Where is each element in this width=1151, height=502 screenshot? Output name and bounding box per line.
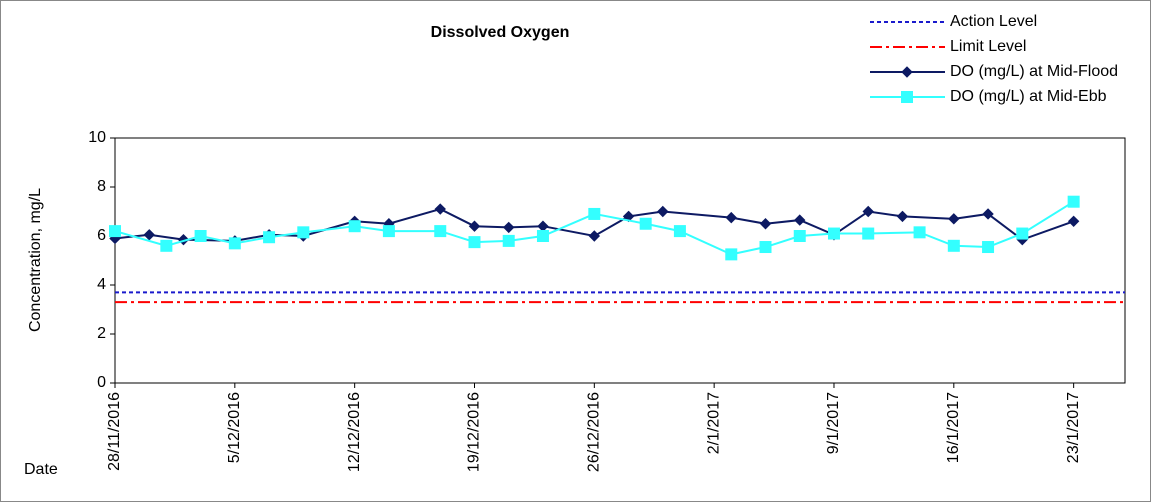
- data-point: [913, 226, 926, 239]
- y-tick-label: 4: [97, 276, 106, 293]
- x-tick-label: 16/1/2017: [945, 392, 962, 463]
- data-point: [947, 239, 960, 252]
- legend-label: Action Level: [950, 13, 1037, 30]
- y-tick-label: 2: [97, 325, 106, 342]
- legend-label: Limit Level: [950, 38, 1026, 55]
- x-tick-label: 23/1/2017: [1065, 392, 1082, 463]
- data-point: [228, 237, 241, 250]
- data-point: [794, 214, 806, 226]
- plot-area: [114, 137, 1126, 384]
- x-tick-label: 9/1/2017: [825, 392, 842, 454]
- data-point: [793, 230, 806, 242]
- data-point: [382, 225, 395, 238]
- x-tick-label: 2/1/2017: [705, 392, 722, 454]
- data-point: [657, 205, 669, 218]
- legend-marker: [901, 91, 913, 103]
- data-point: [297, 226, 310, 239]
- x-tick-label: 26/12/2016: [586, 392, 603, 472]
- legend-label: DO (mg/L) at Mid-Flood: [950, 63, 1118, 80]
- data-point: [948, 213, 960, 225]
- data-point: [194, 230, 207, 242]
- data-point: [1067, 215, 1080, 228]
- data-point: [468, 236, 481, 249]
- y-axis-label: Concentration, mg/L: [27, 188, 44, 332]
- data-point: [503, 221, 515, 234]
- data-point: [536, 230, 549, 242]
- data-point: [588, 230, 601, 242]
- data-point: [348, 220, 361, 233]
- y-tick-label: 10: [88, 129, 106, 146]
- data-point: [263, 231, 276, 244]
- x-tick-label: 28/11/2016: [106, 392, 123, 471]
- data-point: [862, 227, 875, 240]
- data-point: [434, 225, 447, 238]
- y-tick-label: 0: [97, 374, 106, 391]
- data-point: [759, 218, 772, 230]
- data-point: [1016, 227, 1029, 240]
- chart-title: Dissolved Oxygen: [431, 24, 570, 41]
- data-point: [639, 217, 652, 230]
- data-point: [1067, 195, 1080, 208]
- data-point: [502, 234, 515, 247]
- data-point: [759, 241, 772, 254]
- data-point: [896, 210, 909, 223]
- data-point: [109, 225, 121, 238]
- data-point: [673, 225, 686, 238]
- x-tick-label: 12/12/2016: [346, 392, 363, 472]
- x-tick-label: 19/12/2016: [466, 392, 483, 472]
- y-tick-label: 6: [97, 227, 106, 244]
- data-point: [725, 248, 738, 261]
- data-point: [588, 207, 601, 220]
- data-point: [827, 227, 840, 240]
- y-tick-label: 8: [97, 178, 106, 195]
- data-point: [982, 241, 995, 254]
- x-tick-label: 5/12/2016: [226, 392, 243, 463]
- x-axis-label: Date: [24, 461, 58, 478]
- legend-label: DO (mg/L) at Mid-Ebb: [950, 88, 1107, 105]
- data-point: [725, 211, 737, 224]
- legend-marker: [901, 66, 913, 78]
- data-point: [143, 229, 155, 241]
- data-point: [160, 239, 173, 252]
- data-point: [468, 220, 481, 232]
- data-point: [982, 208, 994, 220]
- data-point: [434, 203, 446, 215]
- data-point: [862, 205, 874, 218]
